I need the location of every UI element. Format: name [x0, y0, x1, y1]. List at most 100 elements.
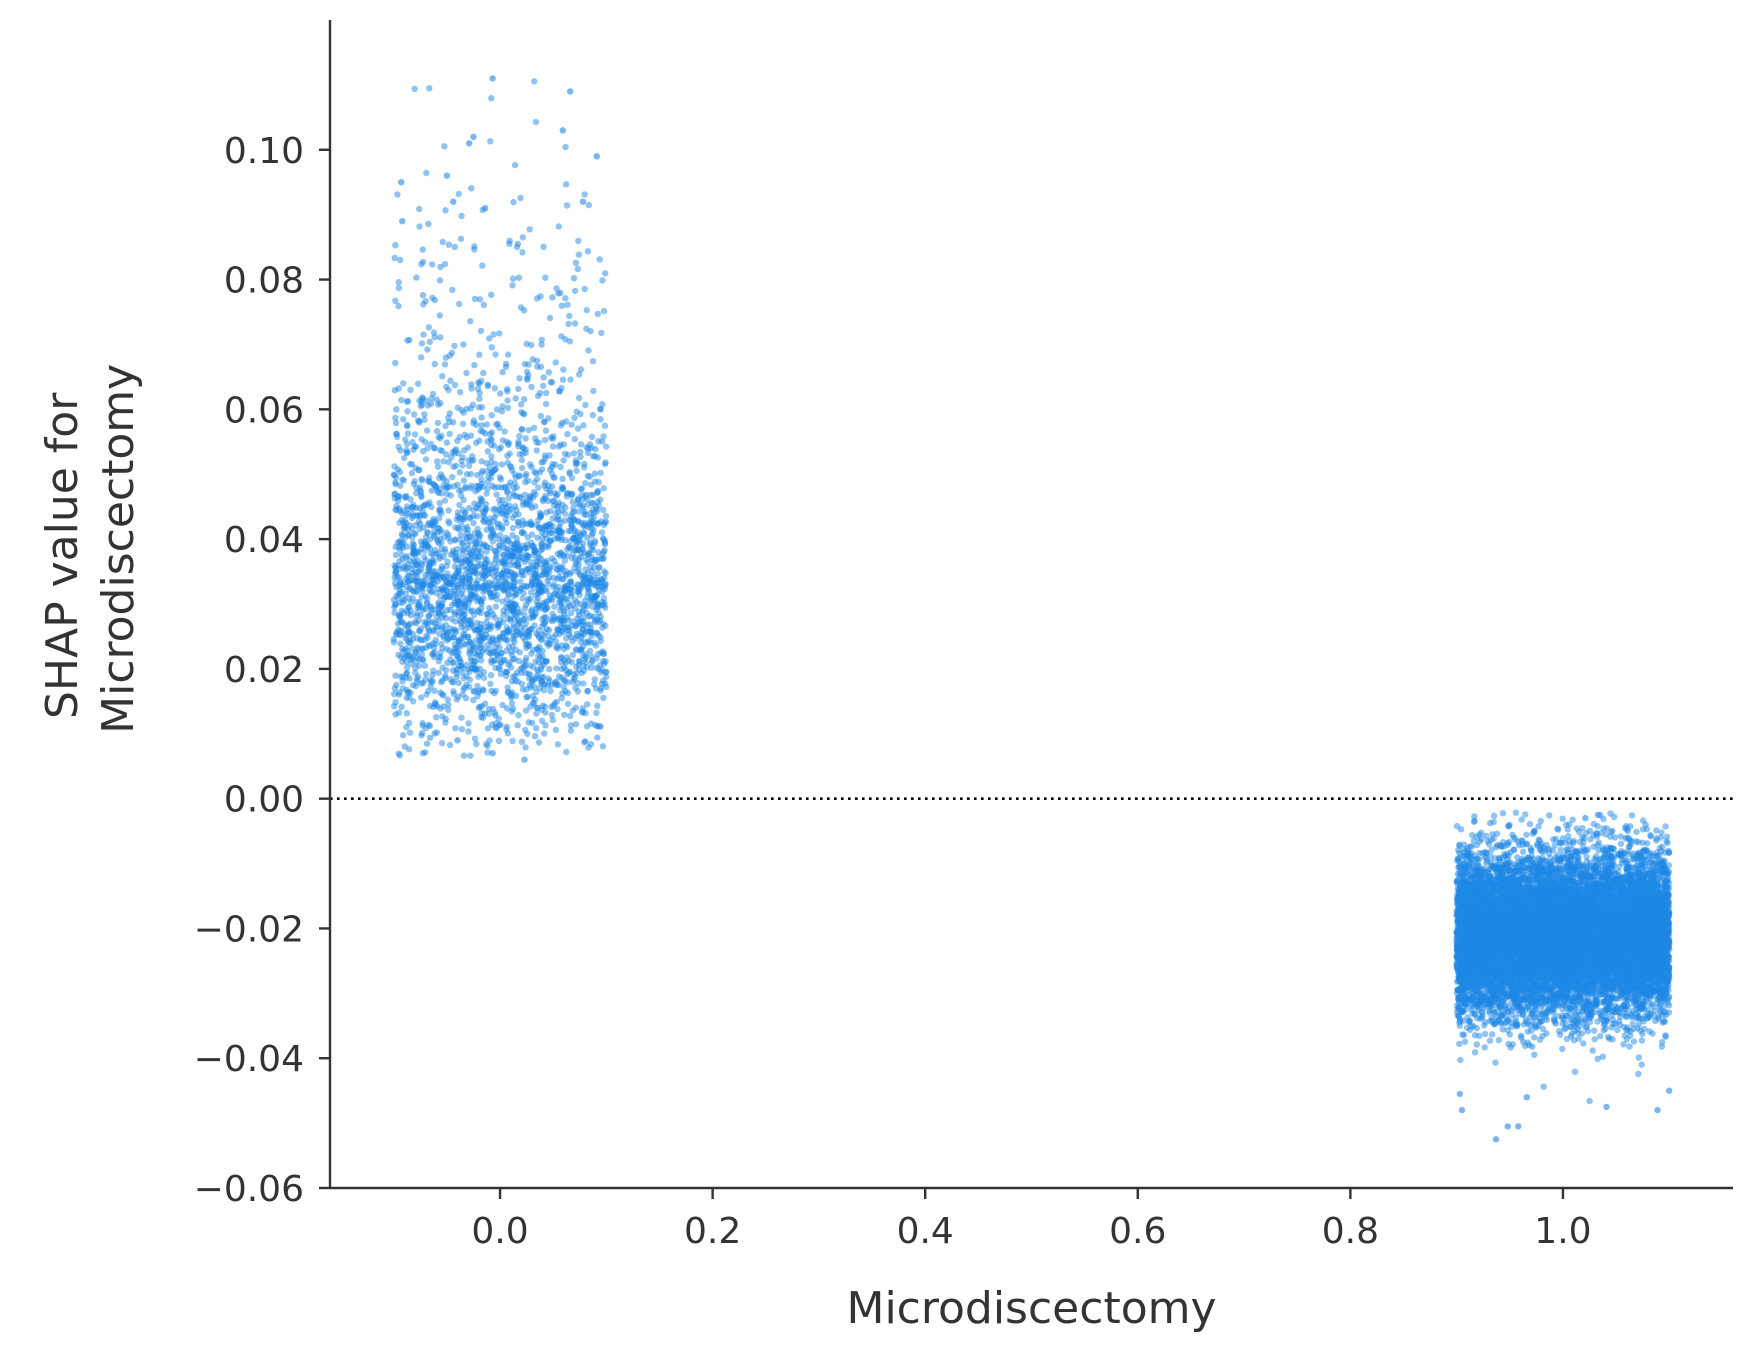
- data-point: [439, 373, 446, 380]
- data-point: [538, 336, 545, 343]
- data-point: [455, 679, 462, 687]
- data-point: [477, 327, 485, 335]
- data-point: [554, 502, 562, 509]
- data-point: [430, 444, 438, 452]
- data-point: [485, 710, 493, 717]
- data-point: [482, 430, 489, 437]
- data-point: [459, 664, 466, 672]
- data-point: [421, 416, 428, 423]
- data-point: [527, 558, 534, 566]
- data-point: [398, 531, 406, 538]
- data-point: [603, 443, 610, 450]
- data-point: [574, 620, 581, 628]
- data-point: [560, 552, 567, 559]
- data-point: [423, 427, 431, 434]
- data-point: [503, 723, 510, 730]
- data-point: [460, 675, 468, 682]
- data-point: [409, 439, 416, 446]
- data-point: [504, 536, 512, 543]
- data-point: [582, 710, 589, 717]
- data-point: [391, 690, 398, 698]
- data-point: [439, 664, 446, 671]
- data-point: [456, 389, 464, 396]
- data-point: [522, 472, 529, 480]
- data-point: [570, 275, 578, 282]
- data-point: [496, 665, 503, 673]
- data-point: [397, 640, 404, 647]
- data-point: [585, 744, 592, 751]
- data-point: [471, 657, 478, 665]
- data-point: [522, 435, 529, 442]
- data-point: [504, 689, 512, 697]
- data-point: [507, 600, 514, 607]
- data-point: [525, 520, 532, 527]
- data-point: [392, 297, 399, 304]
- data-point: [551, 679, 559, 686]
- data-point: [468, 482, 475, 489]
- data-point: [577, 366, 585, 373]
- data-point: [497, 444, 504, 451]
- data-point: [426, 338, 433, 345]
- data-point: [500, 560, 508, 567]
- data-point: [418, 694, 425, 701]
- data-point: [438, 510, 445, 517]
- data-point: [566, 312, 573, 320]
- data-point: [511, 161, 519, 169]
- data-point: [548, 529, 556, 537]
- data-point: [546, 314, 554, 322]
- data-point: [396, 507, 403, 514]
- data-point: [468, 185, 475, 192]
- data-point: [509, 737, 516, 745]
- data-point: [412, 530, 419, 537]
- data-point: [591, 681, 598, 688]
- data-point: [502, 515, 509, 523]
- data-point: [423, 670, 430, 678]
- data-point: [414, 578, 421, 585]
- data-point: [421, 512, 428, 519]
- data-point: [515, 385, 522, 393]
- data-point: [532, 435, 539, 442]
- data-point: [467, 318, 474, 325]
- data-point: [598, 518, 605, 525]
- data-point: [599, 588, 606, 595]
- data-point: [458, 212, 465, 220]
- data-point: [455, 638, 462, 645]
- data-point: [410, 480, 417, 488]
- data-point: [585, 589, 592, 596]
- data-point: [446, 483, 453, 491]
- data-point: [433, 613, 440, 620]
- data-point: [564, 689, 572, 697]
- data-point: [511, 655, 518, 662]
- data-point: [488, 453, 495, 460]
- data-point: [460, 341, 467, 348]
- data-point: [484, 381, 492, 388]
- data-point: [412, 669, 419, 677]
- data-point: [435, 599, 442, 606]
- data-point: [535, 659, 542, 666]
- data-point: [444, 706, 452, 714]
- data-point: [478, 600, 485, 608]
- data-point: [398, 179, 405, 186]
- data-point: [516, 432, 523, 440]
- data-point: [398, 588, 406, 596]
- data-point: [598, 329, 605, 337]
- data-point: [418, 493, 425, 501]
- data-point: [538, 678, 545, 685]
- data-point: [453, 696, 460, 703]
- data-point: [591, 676, 598, 683]
- data-point: [599, 277, 606, 284]
- data-point: [566, 570, 574, 578]
- data-point: [597, 496, 604, 503]
- data-point: [401, 493, 409, 501]
- data-point: [537, 412, 544, 420]
- data-point: [474, 682, 481, 690]
- data-point: [393, 681, 400, 689]
- data-point: [558, 575, 565, 583]
- data-point: [585, 445, 592, 452]
- data-point: [436, 277, 444, 284]
- data-point: [421, 621, 428, 628]
- data-point: [505, 482, 513, 490]
- data-point: [473, 651, 481, 659]
- data-point: [512, 474, 519, 481]
- data-point: [518, 456, 526, 464]
